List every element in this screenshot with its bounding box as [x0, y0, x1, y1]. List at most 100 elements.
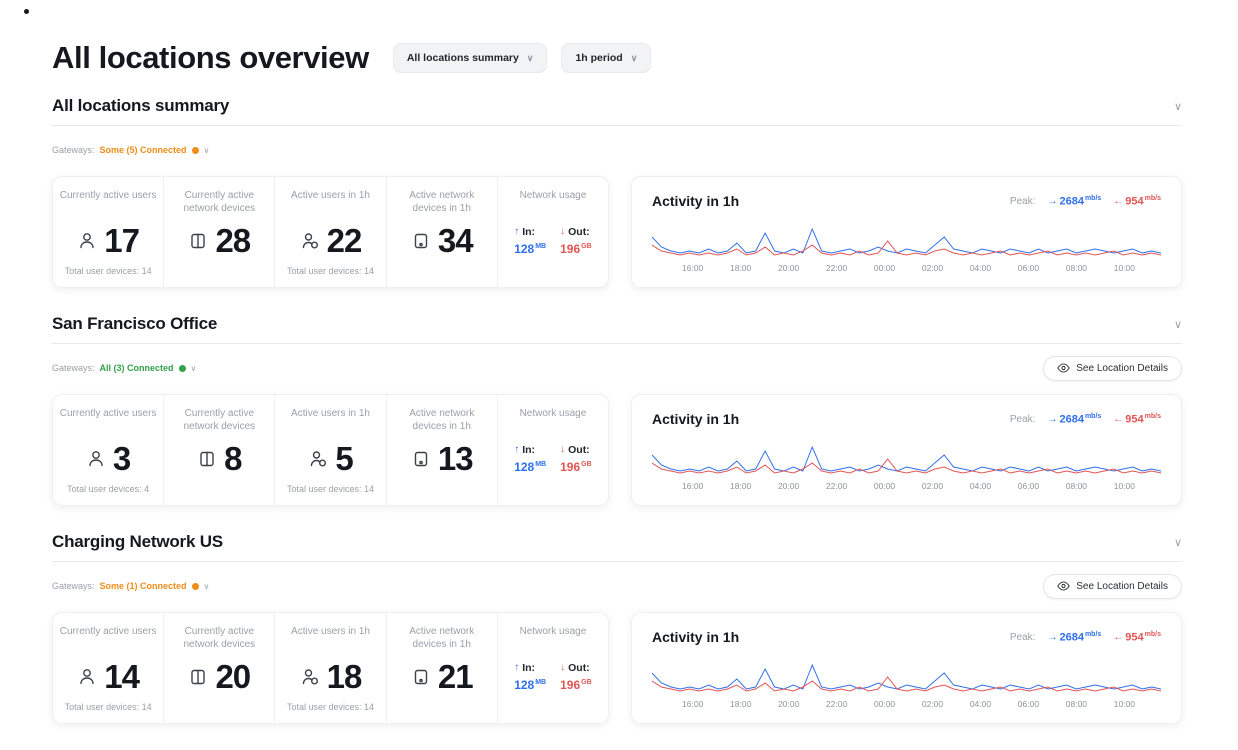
- x-tick-label: 22:00: [825, 699, 848, 709]
- peak-out: ← 954mb/s: [1113, 412, 1161, 426]
- stat-label: Network usage: [519, 408, 587, 419]
- x-tick-label: 18:00: [729, 263, 752, 273]
- chart-line-in: [652, 663, 1161, 690]
- peak-label: Peak:: [1009, 631, 1036, 643]
- gateways-status-toggle[interactable]: Gateways: Some (1) Connected ∨: [52, 581, 209, 591]
- section-meta-row: Gateways: Some (5) Connected ∨ See Locat…: [52, 137, 1182, 163]
- gateways-label: Gateways:: [52, 363, 95, 373]
- stat-label: Currently active users: [59, 190, 157, 201]
- network-in-label: In:: [522, 443, 536, 456]
- x-tick-label: 00:00: [873, 263, 896, 273]
- stat-card-active-network-devices: Currently active network devices 20: [164, 613, 276, 723]
- network-devices-icon: [414, 233, 428, 248]
- x-tick-label: 20:00: [777, 481, 800, 491]
- x-tick-label: 08:00: [1065, 263, 1088, 273]
- network-in-value: 128: [514, 459, 535, 474]
- section-header: San Francisco Office ∨: [52, 314, 1182, 344]
- network-out-unit: GB: [581, 678, 592, 686]
- locations-filter-dropdown[interactable]: All locations summary ∨: [392, 43, 548, 73]
- network-device-icon: [191, 233, 206, 248]
- activity-header: Activity in 1h Peak: → 2684mb/s ← 954mb/s: [652, 411, 1161, 427]
- x-tick-label: 02:00: [921, 699, 944, 709]
- arrow-down-icon: ↓: [560, 444, 566, 455]
- stat-card-active-users-1h: Active users in 1h 22 Total user devices…: [275, 177, 387, 287]
- gateways-status-toggle[interactable]: Gateways: All (3) Connected ∨: [52, 363, 196, 373]
- gateways-label: Gateways:: [52, 581, 95, 591]
- stat-value: 18: [326, 657, 363, 695]
- peak-stats: Peak: → 2684mb/s ← 954mb/s: [1010, 413, 1161, 426]
- stat-card-active-network-devices-1h: Active network devices in 1h 21: [387, 613, 498, 723]
- section-collapse-chevron-icon[interactable]: ∨: [1173, 536, 1182, 549]
- see-location-details-label: See Location Details: [1076, 362, 1168, 374]
- gateway-status: All (3) Connected: [99, 363, 174, 373]
- network-out-label: Out:: [568, 661, 590, 674]
- page-header: All locations overview All locations sum…: [52, 40, 1182, 76]
- x-tick-label: 08:00: [1065, 699, 1088, 709]
- x-axis-ticks: 16:00 18:00 20:00 22:00 00:00 02:00 04:00 06:00…: [652, 699, 1161, 709]
- x-tick-label: 16:00: [682, 481, 704, 491]
- stat-value: 21: [437, 657, 474, 695]
- gateways-status-toggle[interactable]: Gateways: Some (5) Connected ∨: [52, 145, 209, 155]
- gateway-status: Some (1) Connected: [99, 581, 187, 591]
- stat-label: Currently active network devices: [183, 408, 256, 432]
- x-tick-label: 10:00: [1113, 699, 1135, 709]
- network-out-label: Out:: [568, 225, 590, 238]
- peak-label: Peak:: [1009, 195, 1036, 207]
- stat-value: 5: [335, 439, 353, 477]
- stat-label: Active users in 1h: [291, 408, 370, 419]
- peak-in: → 2684mb/s: [1047, 194, 1102, 208]
- network-in-label: In:: [522, 225, 536, 238]
- x-tick-label: 18:00: [729, 481, 752, 491]
- stat-value: 28: [215, 221, 251, 259]
- section-header: All locations summary ∨: [52, 96, 1182, 126]
- stats-card-group: Currently active users 14 Total user dev…: [52, 612, 609, 724]
- peak-label: Peak:: [1009, 413, 1036, 425]
- active-users-icon: [311, 450, 327, 466]
- location-section: All locations summary ∨ Gateways: Some (…: [52, 96, 1182, 288]
- activity-card: Activity in 1h Peak: → 2684mb/s ← 954mb/s …: [631, 394, 1182, 506]
- stat-card-active-users-1h: Active users in 1h 18 Total user devices…: [275, 613, 387, 723]
- x-tick-label: 16:00: [682, 699, 704, 709]
- eye-icon: [1057, 363, 1071, 373]
- x-tick-label: 04:00: [969, 699, 992, 709]
- x-tick-label: 10:00: [1113, 481, 1135, 491]
- section-meta-row: Gateways: All (3) Connected ∨ See Locati…: [52, 355, 1182, 381]
- network-in-unit: MB: [535, 460, 547, 468]
- section-meta-row: Gateways: Some (1) Connected ∨ See Locat…: [52, 573, 1182, 599]
- locations-filter-label: All locations summary: [406, 52, 519, 64]
- section-collapse-chevron-icon[interactable]: ∨: [1173, 100, 1182, 113]
- see-location-details-button[interactable]: See Location Details: [1043, 355, 1182, 381]
- period-filter-label: 1h period: [575, 52, 623, 64]
- see-location-details-label: See Location Details: [1076, 580, 1168, 592]
- network-in-unit: MB: [535, 242, 547, 250]
- stat-label: Active network devices in 1h: [409, 190, 475, 214]
- logo-dot: [24, 9, 29, 14]
- arrow-up-icon: ↑: [514, 662, 520, 673]
- x-tick-label: 16:00: [682, 263, 704, 273]
- see-location-details-button[interactable]: See Location Details: [1043, 573, 1182, 599]
- stat-value: 14: [104, 657, 140, 695]
- x-tick-label: 06:00: [1017, 699, 1040, 709]
- x-axis-ticks: 16:00 18:00 20:00 22:00 00:00 02:00 04:00 06:00…: [652, 263, 1161, 273]
- stat-card-active-network-devices-1h: Active network devices in 1h 13: [387, 395, 498, 505]
- chart-line-in: [652, 227, 1161, 254]
- x-tick-label: 02:00: [921, 481, 944, 491]
- stat-footer: Total user devices: 14: [286, 266, 375, 276]
- period-filter-dropdown[interactable]: 1h period ∨: [561, 43, 652, 73]
- stat-label: Active users in 1h: [291, 626, 370, 637]
- stat-card-active-network-devices: Currently active network devices 28: [164, 177, 276, 287]
- activity-title: Activity in 1h: [652, 629, 740, 645]
- activity-header: Activity in 1h Peak: → 2684mb/s ← 954mb/s: [652, 193, 1161, 209]
- network-out-label: Out:: [568, 443, 590, 456]
- activity-chart: [652, 227, 1161, 256]
- section-collapse-chevron-icon[interactable]: ∨: [1173, 318, 1182, 331]
- network-device-icon: [191, 669, 206, 684]
- stat-label: Currently active users: [59, 408, 157, 419]
- location-section: San Francisco Office ∨ Gateways: All (3)…: [52, 314, 1182, 506]
- status-dot-icon: [191, 146, 199, 154]
- active-users-icon: [302, 232, 318, 248]
- peak-in: → 2684mb/s: [1047, 412, 1102, 426]
- network-in-value: 128: [514, 241, 535, 256]
- x-tick-label: 04:00: [969, 481, 992, 491]
- chevron-down-icon: ∨: [203, 581, 210, 591]
